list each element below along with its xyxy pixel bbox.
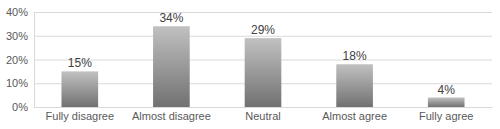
chart: 0% 10% 20% 30% 40% Fully disagree Almost disag…	[0, 0, 500, 129]
bar	[336, 64, 373, 107]
plot: 0% 10% 20% 30% 40% Fully disagree Almost disag…	[6, 6, 493, 122]
bar	[245, 38, 282, 107]
x-tick: Almost agree	[322, 107, 387, 122]
x-tick-label: Fully agree	[419, 110, 473, 122]
bars	[61, 26, 464, 107]
data-label: 29%	[251, 23, 275, 37]
x-tick: Fully disagree	[46, 107, 114, 122]
y-tick-label: 30%	[6, 30, 28, 42]
x-tick-label: Almost agree	[322, 110, 387, 122]
x-tick: Almost disagree	[132, 107, 211, 122]
data-label: 4%	[438, 83, 456, 97]
data-label: 15%	[68, 56, 92, 70]
y-tick-label: 20%	[6, 54, 28, 66]
x-tick-label: Neutral	[245, 110, 280, 122]
y-tick-label: 10%	[6, 77, 28, 89]
x-tick: Neutral	[245, 107, 280, 122]
y-tick-label: 40%	[6, 6, 28, 18]
x-tick-label: Fully disagree	[46, 110, 114, 122]
data-labels: 15% 34% 29% 18% 4%	[68, 11, 455, 96]
x-axis: Fully disagree Almost disagree Neutral Almo…	[35, 107, 493, 122]
data-label: 34%	[159, 11, 183, 25]
grid-line	[34, 12, 492, 13]
bar	[428, 98, 465, 108]
data-label: 18%	[343, 49, 367, 63]
y-tick: 40%	[6, 6, 492, 18]
y-tick-label: 0%	[12, 101, 28, 113]
x-axis-line	[35, 107, 493, 108]
grid-line	[34, 107, 492, 108]
y-axis: 0% 10% 20% 30% 40%	[6, 6, 492, 113]
bar	[61, 71, 98, 107]
bar	[153, 26, 190, 107]
x-tick: Fully agree	[419, 107, 473, 122]
x-tick-label: Almost disagree	[132, 110, 211, 122]
